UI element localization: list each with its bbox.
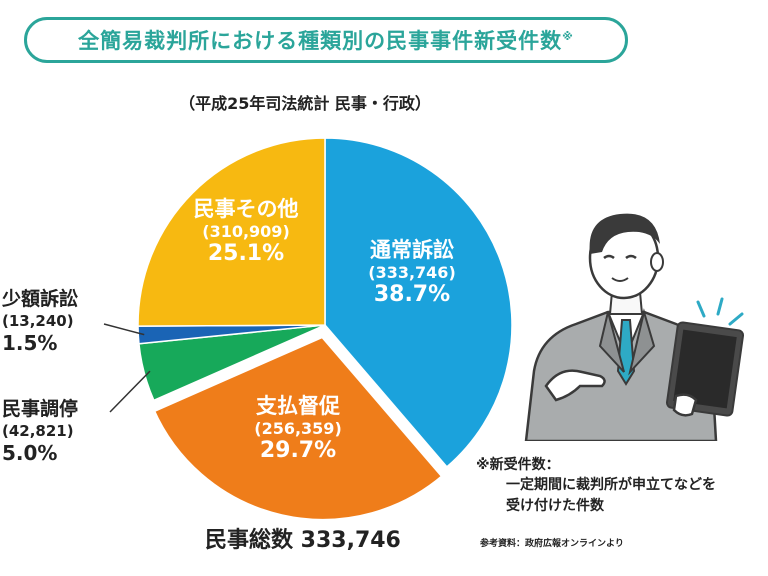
slice-percent-3: 1.5% <box>2 330 58 355</box>
slice-label-1: 支払督促 (256,359) 29.7% <box>228 394 368 465</box>
slice-percent-4: 25.1% <box>207 241 285 267</box>
slice-value-4: (310,909) <box>202 222 290 242</box>
slice-value-3: (13,240) <box>2 311 74 330</box>
footnote-line: 受け付けた件数 <box>506 497 604 514</box>
slice-percent-1: 29.7% <box>259 438 337 464</box>
businessman-with-tablet-illustration <box>524 213 745 441</box>
slice-name-0: 通常訴訟 <box>370 238 454 262</box>
source-credit: 参考資料：政府広報オンラインより <box>480 539 624 549</box>
footnote-line: 一定期間に裁判所が申立てなどを <box>506 477 716 494</box>
slice-percent-0: 38.7% <box>373 282 451 308</box>
slice-name-3: 少額訴訟 <box>2 288 79 310</box>
slice-label-3: 少額訴訟 (13,240) 1.5% <box>2 288 78 356</box>
slice-name-4: 民事その他 <box>193 197 299 221</box>
slice-name-2: 民事調停 <box>2 398 79 420</box>
leader-line-2 <box>109 370 151 413</box>
chart-title: 全簡易裁判所における種類別の民事事件新受件数※ <box>78 29 574 53</box>
slice-value-0: (333,746) <box>368 263 456 283</box>
footnote: ※新受件数： 一定期間に裁判所が申立てなどを 受け付けた件数 <box>476 455 716 516</box>
slice-value-1: (256,359) <box>254 419 342 439</box>
slice-label-2: 民事調停 (42,821) 5.0% <box>2 398 78 466</box>
leader-line-3 <box>103 323 145 336</box>
pie-slice-4 <box>137 137 326 327</box>
slice-percent-2: 5.0% <box>2 440 58 465</box>
slice-label-4: 民事その他 (310,909) 25.1% <box>176 197 316 268</box>
footnote-heading: ※新受件数： <box>476 457 560 473</box>
chart-subtitle: （平成25年司法統計 民事・行政） <box>179 94 431 113</box>
slice-label-0: 通常訴訟 (333,746) 38.7% <box>352 238 472 309</box>
slice-value-2: (42,821) <box>2 421 74 440</box>
pie-slice-0 <box>324 137 513 468</box>
title-note-mark: ※ <box>562 30 574 43</box>
total-count: 民事総数 333,746 <box>205 528 401 553</box>
title-banner: 全簡易裁判所における種類別の民事事件新受件数※ <box>24 17 628 63</box>
pie-slice-1 <box>148 331 448 525</box>
slice-name-1: 支払督促 <box>256 394 340 418</box>
